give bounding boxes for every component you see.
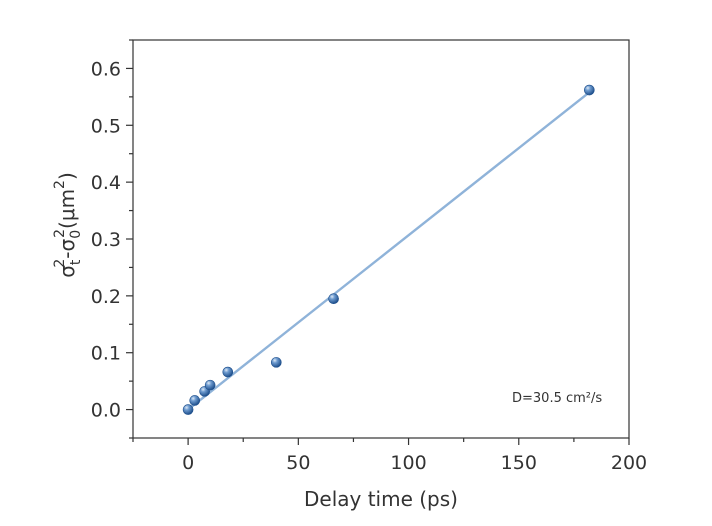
ylabel-unit-close: ) (55, 172, 79, 180)
ylabel-unit-open: (μm (55, 189, 79, 229)
ylabel-sigma-t: σ (55, 265, 79, 278)
x-tick-label: 100 (390, 452, 426, 474)
x-tick-label: 50 (286, 452, 310, 474)
x-axis-title: Delay time (ps) (304, 487, 458, 511)
ylabel-sup-t: 2 (52, 259, 68, 268)
ylabel-sub-t: t (68, 259, 84, 265)
ylabel-sup-0: 2 (52, 229, 68, 238)
y-tick-label: 0.5 (91, 115, 121, 137)
y-tick-label: 0.0 (91, 400, 121, 422)
y-tick-label: 0.4 (91, 172, 121, 194)
x-axis-ticks: 0 50 100 150 200 (132, 438, 647, 474)
data-point (189, 395, 201, 406)
y-axis-title: σt2-σ02(μm2) (52, 172, 84, 278)
ylabel-sub-0: 0 (68, 230, 84, 239)
y-tick-label: 0.2 (91, 286, 121, 308)
x-tick-label: 200 (611, 452, 647, 474)
data-point (328, 293, 339, 305)
data-points (182, 84, 595, 415)
x-tick-label: 0 (182, 452, 194, 474)
y-tick-label: 0.1 (91, 343, 121, 365)
data-point (584, 84, 595, 96)
ylabel-sigma-0: σ (55, 238, 79, 251)
fit-line (187, 91, 591, 411)
annotation-diffusion: D=30.5 cm²/s (512, 391, 602, 406)
data-point (182, 404, 194, 415)
y-tick-label: 0.6 (91, 58, 121, 80)
data-point (204, 379, 216, 391)
ylabel-dash: - (55, 251, 79, 258)
plot-frame (132, 39, 630, 439)
data-point (270, 357, 282, 368)
y-axis-ticks: 0.0 0.1 0.2 0.3 0.4 0.5 0.6 (91, 39, 133, 439)
data-point (222, 366, 234, 378)
ylabel-unit-sup: 2 (52, 180, 68, 189)
y-tick-label: 0.3 (91, 229, 121, 251)
x-tick-label: 150 (501, 452, 537, 474)
